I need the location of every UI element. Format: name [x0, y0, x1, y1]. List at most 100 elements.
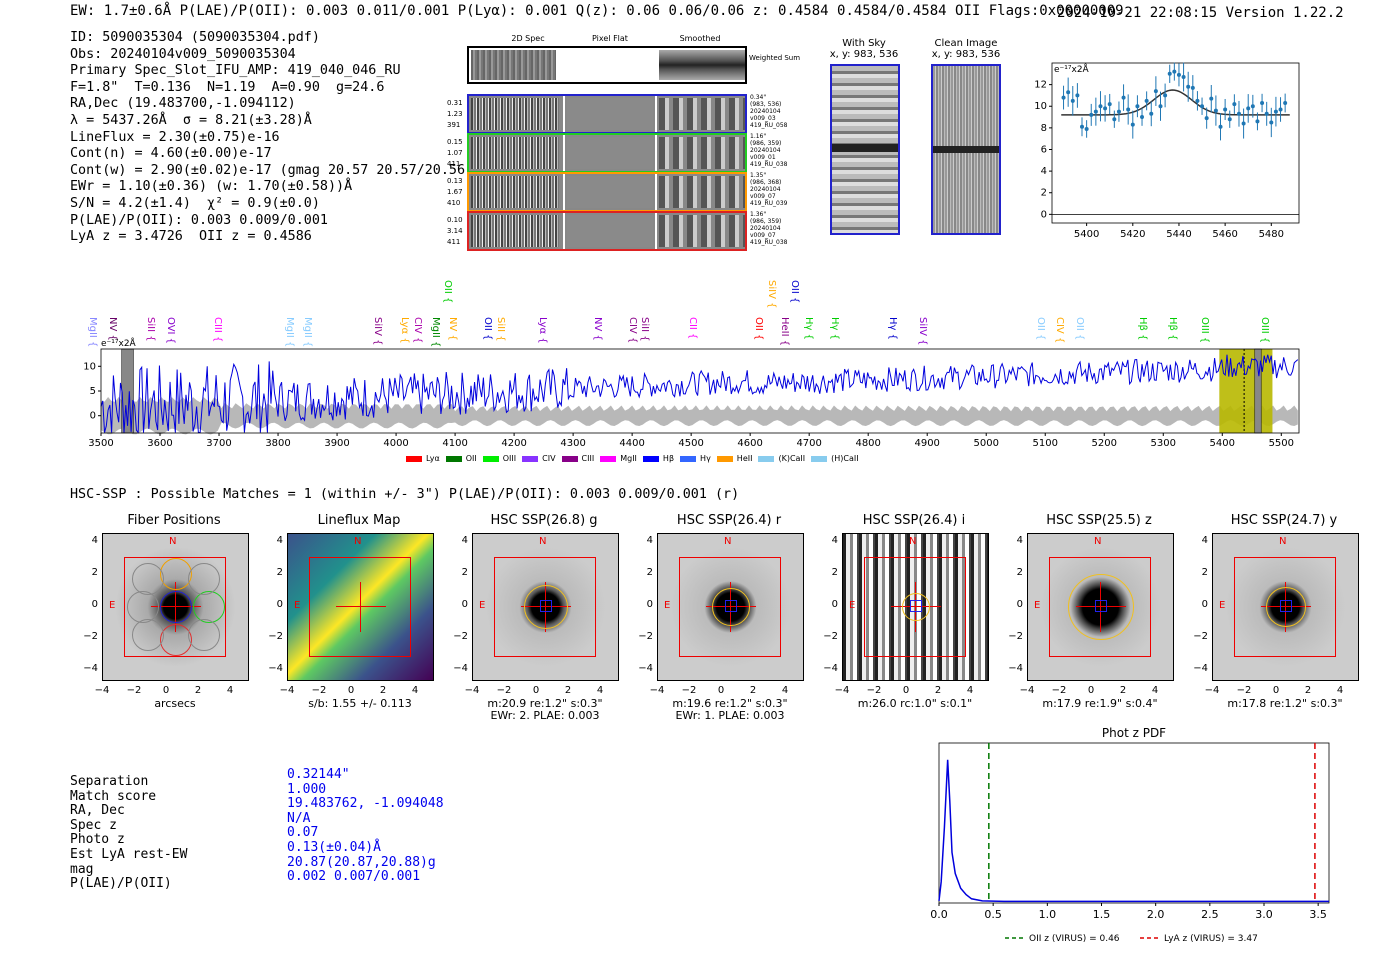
cutout-ytick-1-3: −2 — [268, 631, 283, 642]
match-label-0: Separation — [70, 774, 149, 789]
match-value-1: 1.000 — [287, 781, 327, 797]
hsc-title: HSC-SSP : Possible Matches = 1 (within +… — [70, 487, 740, 502]
fit-point-15 — [1130, 122, 1135, 127]
pdf-legend-label-1: LyA z (VIRUS) = 3.47 — [1164, 934, 1258, 944]
cutout-caption2-3: EWr: 1. PLAE: 0.003 — [675, 709, 785, 722]
spec2d-row-sep1-0 — [563, 96, 565, 132]
cutout-xtick-6-3: 2 — [1304, 685, 1312, 696]
spec2d-row-right-3: 1.36" (986, 359) 20240104 v009_07 419_RU… — [750, 211, 788, 246]
cutout-ytick-4-1: 2 — [831, 567, 838, 578]
spec2d-row-sep1-1 — [563, 135, 565, 171]
cutout-xtick-0-4: 4 — [226, 685, 234, 696]
fit-ytick-label-2: 4 — [1041, 166, 1047, 177]
fit-xtick-label-0: 5400 — [1074, 229, 1099, 240]
clean-trace — [933, 146, 999, 153]
cutout-target-2 — [540, 600, 552, 612]
legend-label-8: HeII — [736, 454, 753, 463]
cutout-ytick-3-3: −2 — [638, 631, 653, 642]
cutout-ytick-5-0: 4 — [1016, 535, 1023, 546]
spec2d-row-left-1: 0.15 1.07 411 — [447, 138, 463, 168]
cutout-east-0: E — [109, 600, 116, 611]
match-label-1: Match score — [70, 788, 157, 804]
fit-ytick-label-1: 2 — [1041, 188, 1047, 199]
cutout-north-5: N — [1094, 536, 1102, 547]
fit-point-17 — [1140, 115, 1145, 120]
info-line-5: λ = 5437.26Å σ = 8.21(±3.28)Å — [70, 112, 312, 128]
cutout-north-6: N — [1279, 536, 1287, 547]
fit-point-45 — [1269, 120, 1274, 125]
spectrum-legend: Lyα OII OIII CIV CIII MgII Hβ Hγ HeII (K)CaII (H)C… — [400, 448, 859, 463]
match-value-5: 0.13(±0.04)Å — [287, 839, 381, 855]
cutout-ytick-2-1: 2 — [461, 567, 468, 578]
spec2d-row-right-1: 1.16" (986, 359) 20240104 v009_01 419_RU… — [750, 133, 788, 168]
fit-point-36 — [1227, 117, 1232, 122]
fit-point-20 — [1153, 89, 1158, 94]
legend-swatch-8 — [716, 455, 733, 462]
cutout-ytick-5-4: −4 — [1008, 663, 1023, 674]
cutout-ytick-6-1: 2 — [1201, 567, 1208, 578]
cutout-caption1-4: m:26.0 rc:1.0" s:0.1" — [857, 697, 973, 710]
match-label-3: Spec z — [70, 817, 117, 833]
cutout-cross-h-1 — [336, 606, 386, 607]
fit-point-32 — [1209, 96, 1214, 101]
cutout-caption1-2: m:20.9 re:1.2" s:0.3" — [487, 697, 603, 710]
info-line-11: P(LAE)/P(OII): 0.003 0.009/0.001 — [70, 212, 328, 228]
spec-ytick-label-2: 10 — [83, 361, 96, 372]
pdf-xtick-label-0: 0.0 — [930, 908, 948, 921]
cutout-xtick-3-2: 0 — [717, 685, 725, 696]
cutout-ytick-6-0: 4 — [1201, 535, 1208, 546]
cutout-ytick-0-2: 0 — [91, 599, 98, 610]
fit-axes — [1051, 62, 1300, 224]
match-value-6: 20.87(20.87,20.88)g — [287, 854, 436, 870]
cutout-target-5 — [1095, 600, 1107, 612]
fit-point-48 — [1283, 101, 1288, 105]
cutout-xtick-1-1: −2 — [311, 685, 327, 696]
cutout-ytick-3-0: 4 — [646, 535, 653, 546]
cutout-box-1 — [309, 557, 411, 657]
cutout-title-3: HSC SSP(26.4) r — [676, 513, 782, 528]
fit-point-28 — [1190, 85, 1195, 90]
spec-units: e⁻¹⁷x2Å — [101, 337, 137, 349]
cutout-xtick-3-3: 2 — [749, 685, 757, 696]
cutout-xtick-4-1: −2 — [866, 685, 882, 696]
detection-info: ID: 5090035304 (5090035304.pdf) Obs: 2024… — [70, 30, 489, 246]
fit-point-3 — [1075, 93, 1080, 98]
legend-swatch-5 — [600, 455, 617, 462]
info-line-4: RA,Dec (19.483700,-1.094112) — [70, 96, 296, 112]
spec-xtick-label-8: 4300 — [560, 438, 585, 449]
legend-label-7: Hγ — [700, 454, 711, 463]
spec2d-row-sep1-3 — [563, 213, 565, 249]
fiber-circle-2 — [193, 591, 225, 623]
cutout-xtick-5-4: 4 — [1151, 685, 1159, 696]
fit-point-27 — [1186, 84, 1191, 89]
cutout-xtick-6-1: −2 — [1236, 685, 1252, 696]
cutout-xtick-2-0: −4 — [464, 685, 480, 696]
cutout-north-4: N — [909, 536, 917, 547]
fit-point-16 — [1135, 104, 1140, 109]
spec2d-row-flat-1 — [567, 137, 653, 169]
fiber-circle-6 — [132, 619, 164, 651]
fit-point-25 — [1176, 72, 1181, 77]
cutout-caption1-6: m:17.8 re:1.2" s:0.3" — [1227, 697, 1343, 710]
fit-point-22 — [1163, 93, 1168, 98]
fit-point-14 — [1126, 107, 1131, 112]
cutout-ytick-1-1: 2 — [276, 567, 283, 578]
cutout-ytick-6-2: 0 — [1201, 599, 1208, 610]
cutout-xtick-1-2: 0 — [347, 685, 355, 696]
cutout-ytick-4-4: −4 — [823, 663, 838, 674]
cutout-box-3 — [679, 557, 781, 657]
cutout-xtick-3-0: −4 — [649, 685, 665, 696]
cutout-north-2: N — [539, 536, 547, 547]
upper-line-label-2: OII { — [789, 280, 800, 304]
col-header-smoothed: Smoothed — [679, 34, 721, 43]
cutout-xtick-5-1: −2 — [1051, 685, 1067, 696]
cutout-ytick-0-0: 4 — [91, 535, 98, 546]
fit-point-12 — [1116, 109, 1121, 114]
upper-line-label-1: SiIV { — [766, 280, 777, 309]
cutout-east-6: E — [1219, 600, 1226, 611]
spec2d-row-sep2-3 — [655, 213, 657, 249]
